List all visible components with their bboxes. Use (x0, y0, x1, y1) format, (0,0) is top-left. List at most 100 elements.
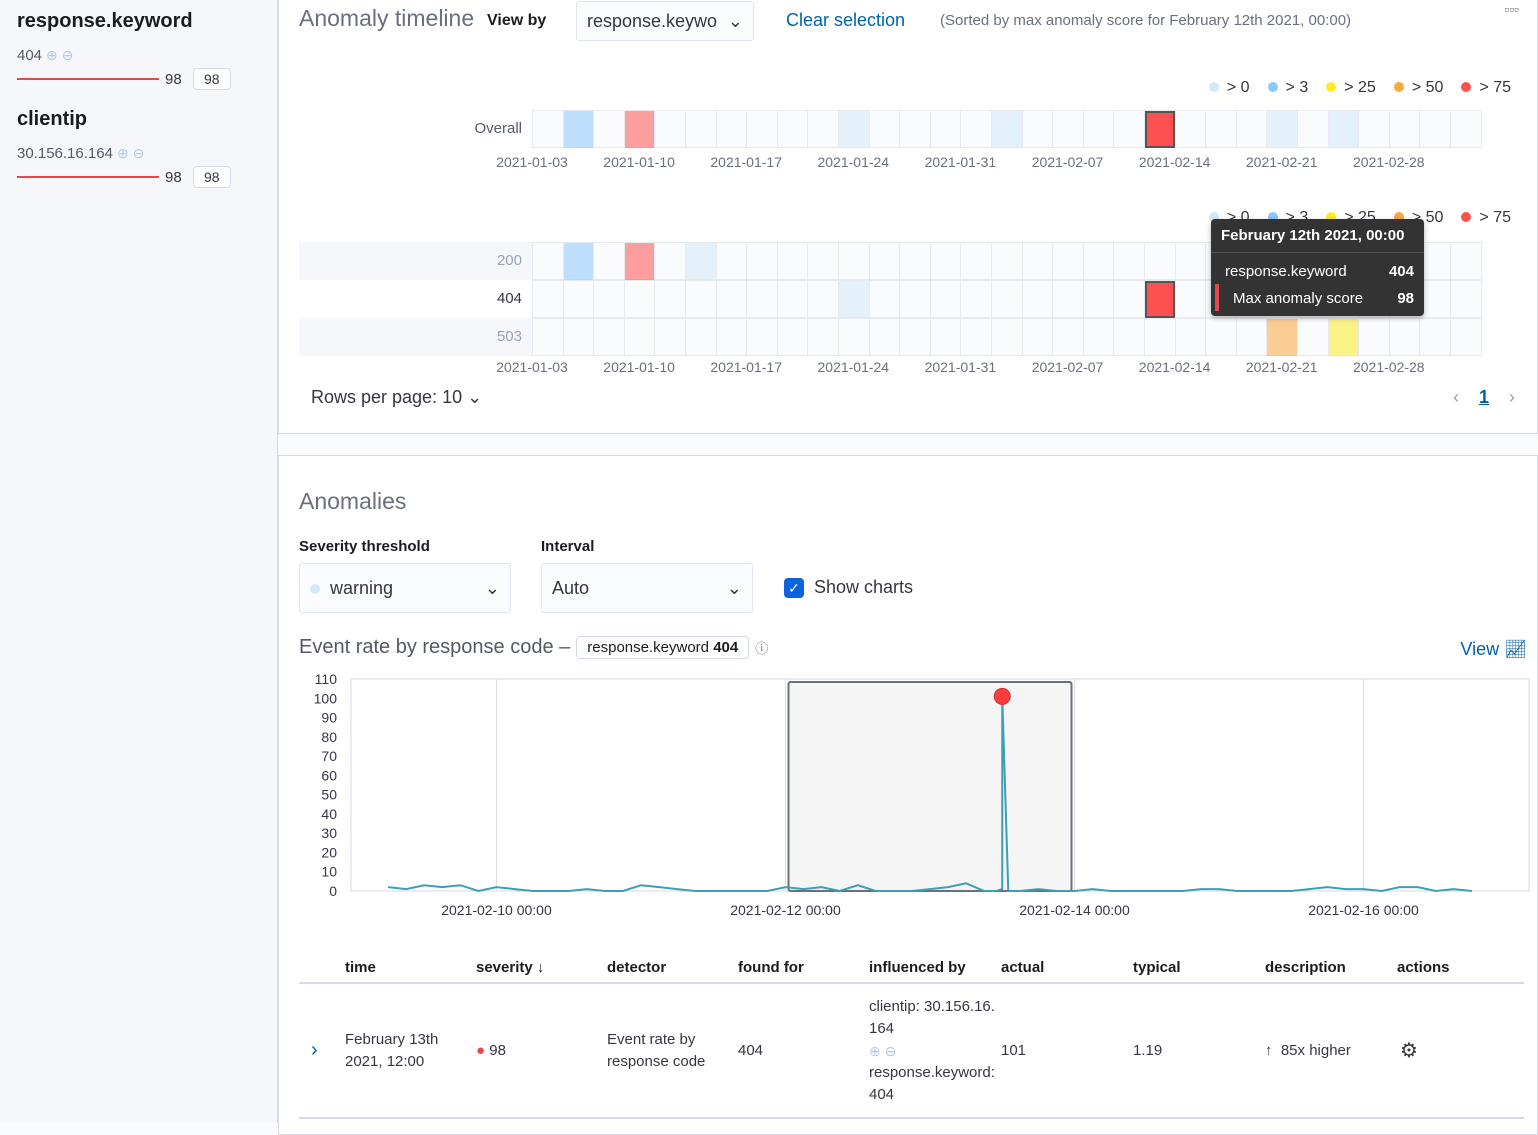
heatmap-cell[interactable] (868, 318, 901, 356)
heatmap-cell[interactable] (532, 242, 564, 280)
heatmap-cell[interactable] (1450, 318, 1482, 356)
table-row[interactable]: › February 13th 2021, 12:00 ● 98 Event r… (299, 983, 1524, 1118)
add-filter-icon[interactable]: ⊕ (116, 145, 129, 161)
heatmap-cell[interactable] (1450, 242, 1482, 280)
expand-row-icon[interactable]: › (311, 1039, 318, 1061)
heatmap-cell[interactable] (654, 110, 686, 148)
heatmap-cell[interactable] (1113, 110, 1145, 148)
heatmap-cell[interactable] (593, 280, 625, 318)
heatmap-cell[interactable] (1174, 242, 1207, 280)
heatmap-cell[interactable] (623, 280, 656, 318)
heatmap-cell[interactable] (1052, 280, 1084, 318)
heatmap-cell[interactable] (929, 242, 962, 280)
heatmap-cell[interactable] (654, 242, 686, 280)
heatmap-cell[interactable] (1082, 318, 1115, 356)
heatmap-cell[interactable] (899, 280, 931, 318)
heatmap-anomaly-cell[interactable] (686, 243, 716, 280)
heatmap-cell[interactable] (929, 110, 962, 148)
severity-select[interactable]: warning ⌄ (299, 563, 511, 613)
heatmap-cell[interactable] (868, 110, 901, 148)
heatmap-cell[interactable] (1174, 110, 1207, 148)
heatmap-cell[interactable] (776, 110, 809, 148)
heatmap-cell[interactable] (807, 280, 839, 318)
clear-selection-link[interactable]: Clear selection (786, 10, 906, 30)
heatmap-cell[interactable] (1419, 242, 1451, 280)
heatmap-cell[interactable] (838, 242, 870, 280)
view-by-select[interactable]: response.keyword ⌄ (576, 1, 754, 41)
remove-filter-icon[interactable]: ⊖ (61, 47, 74, 63)
heatmap-cell[interactable] (746, 110, 778, 148)
heatmap-cell[interactable] (776, 280, 809, 318)
heatmap-anomaly-cell[interactable] (1328, 319, 1359, 356)
heatmap-cell[interactable] (562, 318, 595, 356)
heatmap-cell[interactable] (532, 318, 564, 356)
heatmap-cell[interactable] (715, 318, 748, 356)
heatmap-cell[interactable] (899, 242, 931, 280)
heatmap-cell[interactable] (1113, 242, 1145, 280)
heatmap-cell[interactable] (1082, 280, 1115, 318)
options-menu-icon[interactable]: ▫▫▫ (1504, 1, 1519, 17)
heatmap-cell[interactable] (1235, 318, 1268, 356)
heatmap-cell[interactable] (532, 110, 564, 148)
heatmap-cell[interactable] (1450, 110, 1482, 148)
column-header[interactable]: actual (1001, 959, 1045, 976)
heatmap-anomaly-cell[interactable] (839, 281, 869, 318)
gear-icon[interactable]: ⚙ (1400, 1040, 1418, 1062)
heatmap-cell[interactable] (1052, 318, 1084, 356)
column-header[interactable]: severity ↓ (476, 959, 545, 976)
heatmap-cell[interactable] (899, 318, 931, 356)
heatmap-cell[interactable] (1021, 280, 1054, 318)
heatmap-anomaly-cell[interactable] (624, 111, 655, 148)
heatmap-cell[interactable] (1113, 318, 1145, 356)
show-charts-checkbox[interactable]: ✓ Show charts (784, 577, 913, 598)
heatmap-anomaly-cell[interactable] (1145, 111, 1175, 148)
heatmap-cell[interactable] (1113, 280, 1145, 318)
heatmap-cell[interactable] (1419, 318, 1451, 356)
heatmap-cell[interactable] (593, 110, 625, 148)
interval-select[interactable]: Auto ⌄ (541, 563, 753, 613)
filter-icons[interactable]: ⊕ ⊖ (869, 1042, 897, 1059)
heatmap-cell[interactable] (1052, 110, 1084, 148)
column-header[interactable]: description (1265, 959, 1346, 976)
heatmap-cell[interactable] (1021, 318, 1054, 356)
heatmap-cell[interactable] (1082, 242, 1115, 280)
column-header[interactable]: time (345, 959, 376, 976)
heatmap-cell[interactable] (685, 280, 717, 318)
heatmap-cell[interactable] (1419, 280, 1451, 318)
heatmap-cell[interactable] (623, 318, 656, 356)
remove-filter-icon[interactable]: ⊖ (132, 145, 145, 161)
heatmap-cell[interactable] (807, 110, 839, 148)
column-header[interactable]: influenced by (869, 959, 966, 976)
heatmap-cell[interactable] (991, 280, 1023, 318)
heatmap-cell[interactable] (838, 318, 870, 356)
heatmap-cell[interactable] (960, 110, 992, 148)
heatmap-cell[interactable] (1297, 318, 1329, 356)
heatmap-cell[interactable] (807, 242, 839, 280)
heatmap-cell[interactable] (991, 242, 1023, 280)
heatmap-cell[interactable] (1144, 318, 1176, 356)
heatmap-cell[interactable] (1388, 110, 1421, 148)
heatmap-cell[interactable] (776, 242, 809, 280)
heatmap-cell[interactable] (1174, 318, 1207, 356)
heatmap-cell[interactable] (593, 318, 625, 356)
heatmap-cell[interactable] (685, 110, 717, 148)
heatmap-anomaly-cell[interactable] (624, 243, 655, 280)
heatmap-anomaly-cell[interactable] (839, 111, 869, 148)
heatmap-cell[interactable] (654, 318, 686, 356)
heatmap-cell[interactable] (593, 242, 625, 280)
heatmap-cell[interactable] (1297, 110, 1329, 148)
heatmap-anomaly-cell[interactable] (1267, 319, 1297, 356)
heatmap-cell[interactable] (868, 242, 901, 280)
heatmap-cell[interactable] (807, 318, 839, 356)
heatmap-cell[interactable] (562, 280, 595, 318)
heatmap-cell[interactable] (899, 110, 931, 148)
heatmap-anomaly-cell[interactable] (1328, 111, 1359, 148)
heatmap-anomaly-cell[interactable] (563, 111, 594, 148)
heatmap-cell[interactable] (685, 318, 717, 356)
next-page-icon[interactable]: › (1509, 387, 1515, 407)
heatmap-cell[interactable] (991, 318, 1023, 356)
heatmap-cell[interactable] (868, 280, 901, 318)
column-header[interactable]: typical (1133, 959, 1181, 976)
heatmap-cell[interactable] (1205, 110, 1237, 148)
heatmap-cell[interactable] (1052, 242, 1084, 280)
